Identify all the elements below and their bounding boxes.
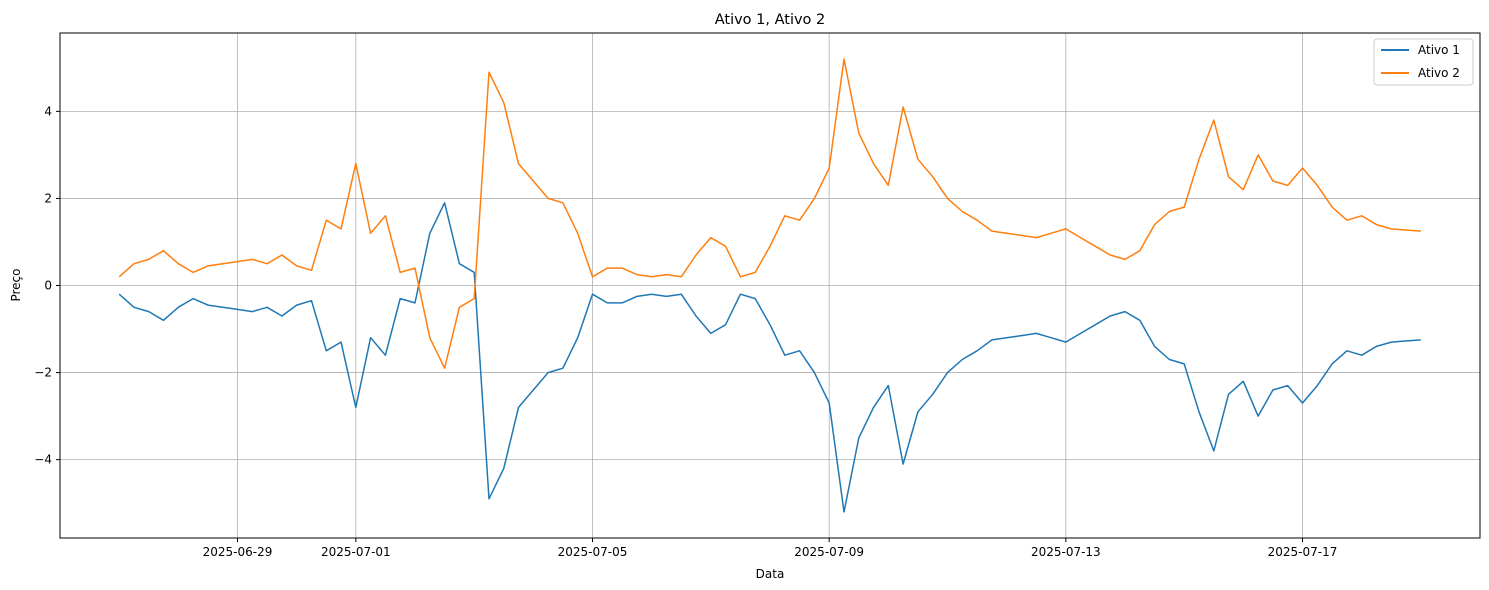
- y-tick-label: 2: [44, 191, 52, 205]
- x-tick-label: 2025-07-17: [1268, 545, 1338, 559]
- legend: Ativo 1 Ativo 2: [1373, 38, 1474, 86]
- y-tick-label: 0: [44, 279, 52, 293]
- y-axis: −4 −2 0 2 4: [34, 104, 60, 467]
- y-tick-label: 4: [44, 104, 52, 118]
- series-line-ativo-1: [118, 202, 1421, 513]
- legend-label-ativo-1: Ativo 1: [1418, 43, 1460, 57]
- legend-label-ativo-2: Ativo 2: [1418, 66, 1460, 80]
- x-tick-label: 2025-07-13: [1031, 545, 1101, 559]
- x-axis-label: Data: [756, 567, 785, 581]
- series-line-ativo-2: [118, 58, 1421, 369]
- chart-title: Ativo 1, Ativo 2: [715, 12, 826, 28]
- y-tick-label: −2: [34, 366, 52, 380]
- x-axis: 2025-06-29 2025-07-01 2025-07-05 2025-07-09…: [203, 538, 1338, 559]
- x-tick-label: 2025-06-29: [203, 545, 273, 559]
- series-layer: [118, 58, 1421, 513]
- y-tick-label: −4: [34, 453, 52, 467]
- x-tick-label: 2025-07-09: [794, 545, 864, 559]
- x-tick-label: 2025-07-01: [321, 545, 391, 559]
- x-tick-label: 2025-07-05: [558, 545, 628, 559]
- grid: [60, 33, 1480, 538]
- y-axis-label: Preço: [9, 268, 23, 301]
